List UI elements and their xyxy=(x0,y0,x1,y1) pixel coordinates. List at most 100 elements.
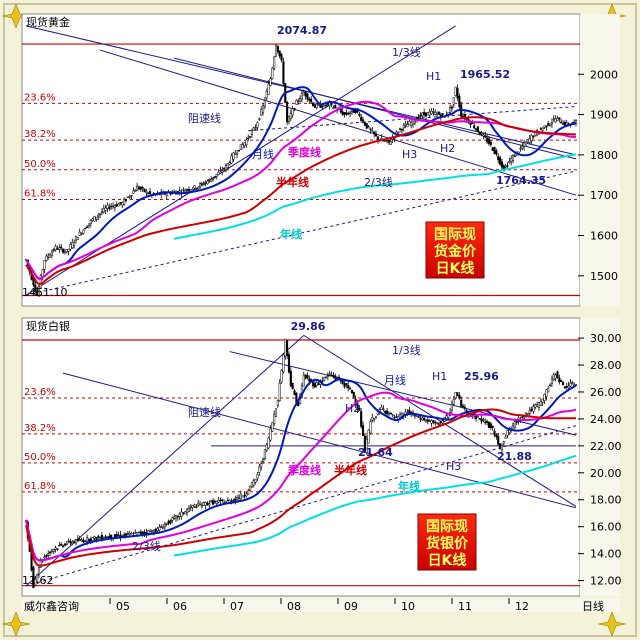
silver-candle-body xyxy=(87,538,91,542)
silver-candle-body xyxy=(217,500,220,503)
gold-candle-body xyxy=(100,211,103,213)
gold-candle-body xyxy=(521,146,524,149)
silver-one-third-label: 1/3线 xyxy=(392,343,421,357)
gold-candle-body xyxy=(217,171,220,176)
gold-candle-body xyxy=(524,141,528,147)
silver-candle-body xyxy=(65,543,68,545)
silver-candle-body xyxy=(323,376,326,381)
gold-candle-body xyxy=(141,187,144,189)
gold-ma-half-year-line xyxy=(25,116,577,286)
gold-candle-body xyxy=(206,180,209,185)
silver-candle-body xyxy=(86,537,89,542)
gold-low-value: 1451.10 xyxy=(22,286,68,299)
silver-mid-low-value: 21.64 xyxy=(358,446,393,459)
gold-candle-body xyxy=(563,122,566,126)
silver-candle-body xyxy=(506,430,509,436)
gold-candle-body xyxy=(97,215,100,217)
silver-candle-body xyxy=(437,423,441,425)
silver-y-tick-label: 24.00 xyxy=(590,413,622,426)
silver-candle-body xyxy=(104,536,107,539)
gold-candle-body xyxy=(558,117,561,120)
silver-candle-body xyxy=(137,531,141,533)
gold-candle-body xyxy=(373,131,376,135)
gold-candle-body xyxy=(456,87,459,99)
gold-candle-body xyxy=(437,111,441,115)
silver-candle-body xyxy=(282,354,285,372)
silver-candle-body xyxy=(113,534,116,538)
silver-candle-body xyxy=(556,371,559,378)
gold-candle-body xyxy=(210,179,213,183)
silver-candle-body xyxy=(195,506,198,508)
gold-candle-body xyxy=(454,86,457,96)
footer-bar xyxy=(22,598,620,612)
gold-candle-body xyxy=(519,147,522,150)
gold-candle-body xyxy=(36,290,39,297)
gold-candle-body xyxy=(39,275,42,289)
silver-candle-body xyxy=(332,374,335,377)
gold-candle-body xyxy=(484,135,487,138)
gold-stamp-box xyxy=(425,221,485,279)
silver-candle-body xyxy=(261,458,265,462)
silver-candle-body xyxy=(430,420,433,424)
gold-candle-body xyxy=(286,101,289,123)
silver-candle-body xyxy=(317,383,320,385)
gold-channel-line xyxy=(174,57,577,160)
silver-h1-value: 25.96 xyxy=(464,370,499,383)
silver-quarter-label: 季度线 xyxy=(287,463,321,477)
gold-candle-body xyxy=(65,249,68,253)
silver-low-value: 11.62 xyxy=(22,574,54,587)
gold-candle-body xyxy=(274,45,278,57)
silver-stamp-text: 货银价 xyxy=(425,535,469,552)
silver-candle-body xyxy=(93,536,96,539)
silver-candle-body xyxy=(271,422,274,432)
silver-candle-body xyxy=(361,425,365,437)
silver-candle-body xyxy=(126,532,129,535)
gold-candle-body xyxy=(37,286,41,297)
silver-candle-body xyxy=(356,403,359,410)
gold-candle-body xyxy=(139,186,142,190)
silver-candle-body xyxy=(563,386,566,389)
silver-candle-body xyxy=(115,534,118,537)
gold-candle-body xyxy=(178,190,181,193)
silver-candle-body xyxy=(89,538,92,542)
silver-candle-body xyxy=(543,394,546,401)
gold-candle-body xyxy=(191,188,194,191)
gold-candle-body xyxy=(404,123,407,126)
silver-candle-body xyxy=(243,495,246,497)
gold-candle-body xyxy=(43,260,46,270)
silver-candle-body xyxy=(374,416,378,418)
gold-candle-body xyxy=(34,284,37,292)
gold-candle-body xyxy=(324,104,328,107)
silver-candle-body xyxy=(386,410,389,415)
month-axis: 05 06 07 08 09 10 11 12 xyxy=(109,598,529,613)
gold-stamp-text: 国际现 xyxy=(434,227,476,243)
silver-candle-body xyxy=(413,415,416,417)
gold-candle-body xyxy=(60,246,63,249)
silver-candle-body xyxy=(549,384,552,387)
gold-candle-body xyxy=(495,150,498,155)
silver-candle-body xyxy=(106,536,109,539)
gold-candle-body xyxy=(352,109,355,113)
gold-candle-body xyxy=(458,96,461,108)
gold-ma-quarter-line xyxy=(25,100,577,280)
gold-candle-body xyxy=(230,155,233,164)
silver-candle-body xyxy=(461,405,465,407)
gold-candle-body xyxy=(267,83,270,95)
silver-candle-body xyxy=(34,579,37,586)
gold-candle-body xyxy=(349,112,352,115)
silver-candle-body xyxy=(500,444,503,450)
gold-candle-body xyxy=(273,56,276,69)
silver-candle-body xyxy=(460,399,463,407)
month-label: 08 xyxy=(287,600,301,613)
silver-candle-body xyxy=(73,541,76,543)
gold-candle-body xyxy=(504,165,507,168)
gold-candle-body xyxy=(199,183,202,188)
silver-candle-body xyxy=(482,419,485,421)
silver-candle-body xyxy=(47,553,50,556)
gold-candle-body xyxy=(71,242,74,249)
gold-candle-body xyxy=(311,102,315,107)
silver-candle-body xyxy=(158,526,161,531)
silver-candle-body xyxy=(91,537,94,541)
silver-candle-body xyxy=(156,528,159,532)
